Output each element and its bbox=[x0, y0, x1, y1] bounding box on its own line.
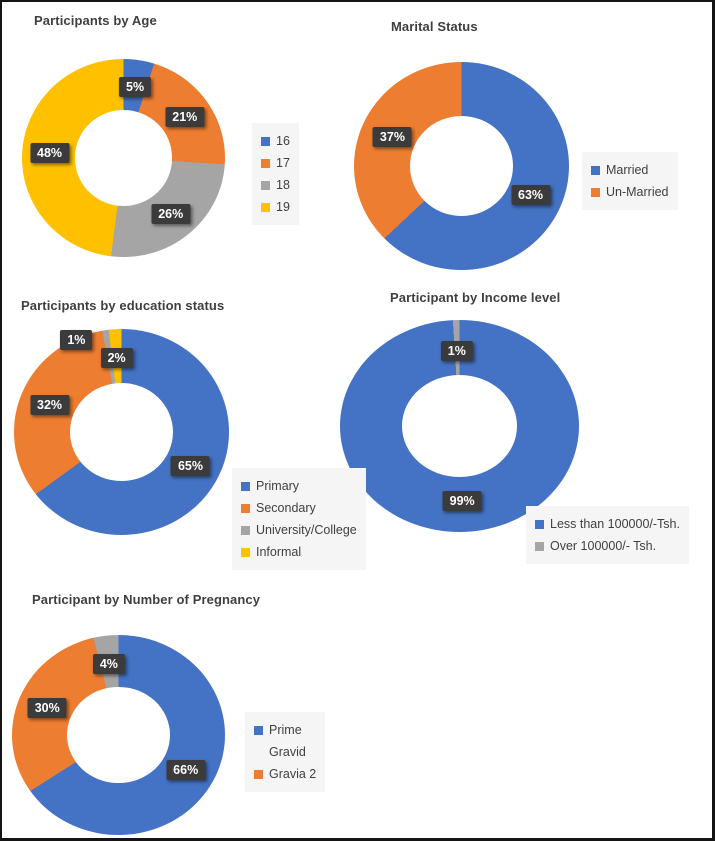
legend-label: 18 bbox=[276, 178, 290, 192]
legend-item: Un-Married bbox=[591, 181, 669, 203]
chart-title: Participants by education status bbox=[21, 298, 225, 313]
legend-label: 16 bbox=[276, 134, 290, 148]
legend-item: Over 100000/- Tsh. bbox=[535, 535, 680, 557]
legend-label: Primary bbox=[256, 479, 300, 493]
data-label-badge: 48% bbox=[30, 143, 70, 164]
legend: Less than 100000/-Tsh. Over 100000/- Tsh. bbox=[526, 506, 689, 564]
legend-item: Married bbox=[591, 159, 669, 181]
legend-swatch-icon bbox=[591, 166, 600, 175]
legend-swatch-icon bbox=[535, 520, 544, 529]
legend-item: Gravia 2 bbox=[254, 763, 316, 785]
legend-label: 17 bbox=[276, 156, 290, 170]
chart-title: Marital Status bbox=[391, 19, 478, 34]
legend-label: Un-Married bbox=[606, 185, 669, 199]
legend-swatch-icon bbox=[535, 542, 544, 551]
legend-swatch-icon bbox=[241, 548, 250, 557]
legend-swatch-icon bbox=[261, 159, 270, 168]
data-label-badge: 26% bbox=[151, 203, 191, 224]
legend: Prime Gravid Gravia 2 bbox=[245, 712, 326, 792]
data-label-badge: 63% bbox=[511, 184, 551, 205]
legend-label: Over 100000/- Tsh. bbox=[550, 539, 657, 553]
data-label-badge: 5% bbox=[119, 76, 152, 97]
data-label-badge: 1% bbox=[60, 329, 93, 350]
data-label-badge: 4% bbox=[92, 653, 125, 674]
legend-label: Prime Gravid bbox=[269, 723, 306, 759]
legend-item: Secondary bbox=[241, 497, 357, 519]
data-label-badge: 21% bbox=[165, 107, 205, 128]
legend: Primary Secondary University/College Inform… bbox=[232, 468, 366, 570]
legend-swatch-icon bbox=[241, 504, 250, 513]
legend-item: University/College bbox=[241, 519, 357, 541]
chart-title: Participant by Income level bbox=[390, 290, 561, 305]
legend-item: 18 bbox=[261, 174, 290, 196]
legend-item: Informal bbox=[241, 541, 357, 563]
legend-swatch-icon bbox=[241, 482, 250, 491]
legend-swatch-icon bbox=[261, 203, 270, 212]
data-label-badge: 66% bbox=[166, 759, 206, 780]
legend-swatch-icon bbox=[254, 770, 263, 779]
chart-title: Participant by Number of Pregnancy bbox=[32, 592, 261, 607]
legend-swatch-icon bbox=[261, 137, 270, 146]
legend-swatch-icon bbox=[254, 726, 263, 735]
legend-swatch-icon bbox=[261, 181, 270, 190]
data-label-badge: 30% bbox=[27, 698, 67, 719]
legend-label: Married bbox=[606, 163, 649, 177]
legend-item: Primary bbox=[241, 475, 357, 497]
donut-plot bbox=[354, 62, 569, 270]
legend-label: Informal bbox=[256, 545, 302, 559]
legend-item: 19 bbox=[261, 196, 290, 218]
data-label-badge: 37% bbox=[372, 127, 412, 148]
data-label-badge: 99% bbox=[442, 491, 482, 512]
data-label-badge: 1% bbox=[440, 340, 473, 361]
legend-item: 16 bbox=[261, 130, 290, 152]
legend-label: Gravia 2 bbox=[269, 767, 317, 781]
legend-label: University/College bbox=[256, 523, 357, 537]
legend-swatch-icon bbox=[241, 526, 250, 535]
legend-item: Less than 100000/-Tsh. bbox=[535, 513, 680, 535]
legend: 16 17 18 19 bbox=[252, 123, 299, 225]
legend-swatch-icon bbox=[591, 188, 600, 197]
legend-label: 19 bbox=[276, 200, 290, 214]
data-label-badge: 32% bbox=[30, 394, 70, 415]
data-label-badge: 2% bbox=[100, 347, 133, 368]
legend-item: 17 bbox=[261, 152, 290, 174]
data-label-badge: 65% bbox=[170, 455, 210, 476]
legend-item: Prime Gravid bbox=[254, 719, 316, 763]
legend-label: Less than 100000/-Tsh. bbox=[550, 517, 680, 531]
legend-label: Secondary bbox=[256, 501, 316, 515]
chart-title: Participants by Age bbox=[34, 13, 157, 28]
legend: Married Un-Married bbox=[582, 152, 678, 210]
